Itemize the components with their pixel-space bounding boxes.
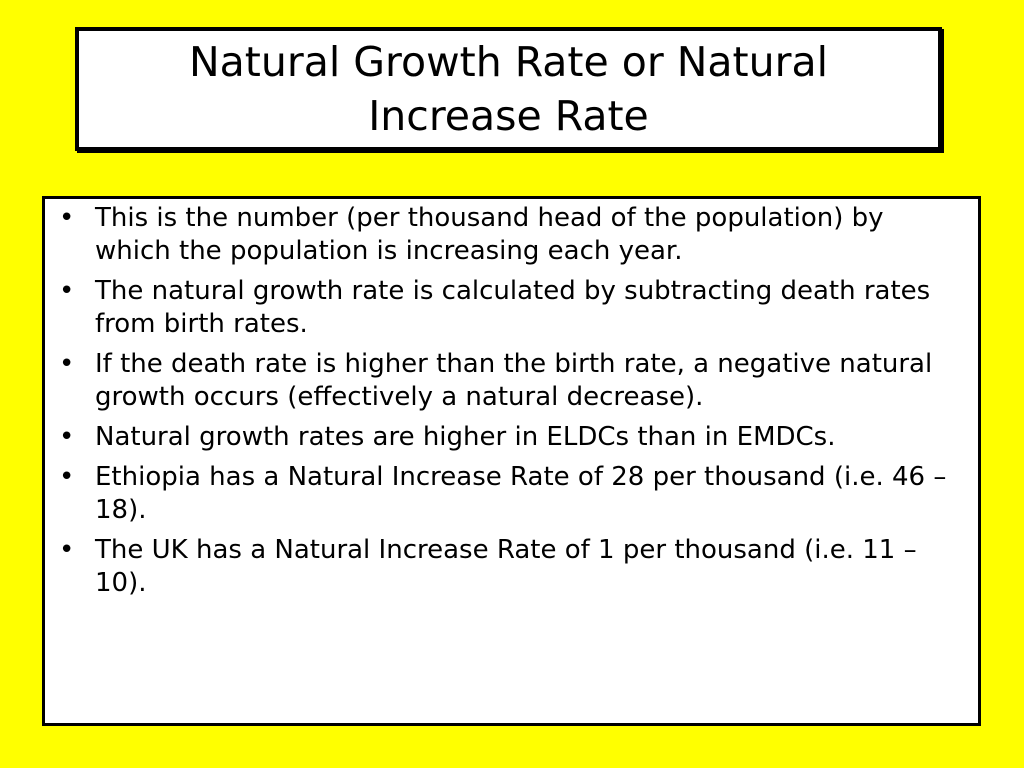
bullet-icon: •: [59, 276, 75, 306]
bullet-text: The UK has a Natural Increase Rate of 1 …: [95, 535, 917, 598]
bullet-text: Ethiopia has a Natural Increase Rate of …: [95, 462, 947, 525]
bullet-icon: •: [59, 535, 75, 565]
bullet-item: • If the death rate is higher than the b…: [57, 348, 966, 414]
bullet-text: This is the number (per thousand head of…: [95, 203, 884, 266]
bullet-text: Natural growth rates are higher in ELDCs…: [95, 422, 836, 452]
bullet-item: • The natural growth rate is calculated …: [57, 275, 966, 341]
bullet-text: The natural growth rate is calculated by…: [95, 276, 931, 339]
bullet-text: If the death rate is higher than the bir…: [95, 349, 933, 412]
bullet-icon: •: [59, 203, 75, 233]
bullet-list: • This is the number (per thousand head …: [57, 202, 966, 600]
bullet-icon: •: [59, 462, 75, 492]
bullet-item: • Natural growth rates are higher in ELD…: [57, 421, 966, 454]
content-box: • This is the number (per thousand head …: [42, 196, 981, 726]
title-box: Natural Growth Rate or Natural Increase …: [75, 27, 942, 151]
slide-title: Natural Growth Rate or Natural Increase …: [189, 38, 828, 140]
bullet-icon: •: [59, 349, 75, 379]
bullet-item: • This is the number (per thousand head …: [57, 202, 966, 268]
bullet-item: • Ethiopia has a Natural Increase Rate o…: [57, 461, 966, 527]
bullet-item: • The UK has a Natural Increase Rate of …: [57, 534, 966, 600]
bullet-icon: •: [59, 422, 75, 452]
